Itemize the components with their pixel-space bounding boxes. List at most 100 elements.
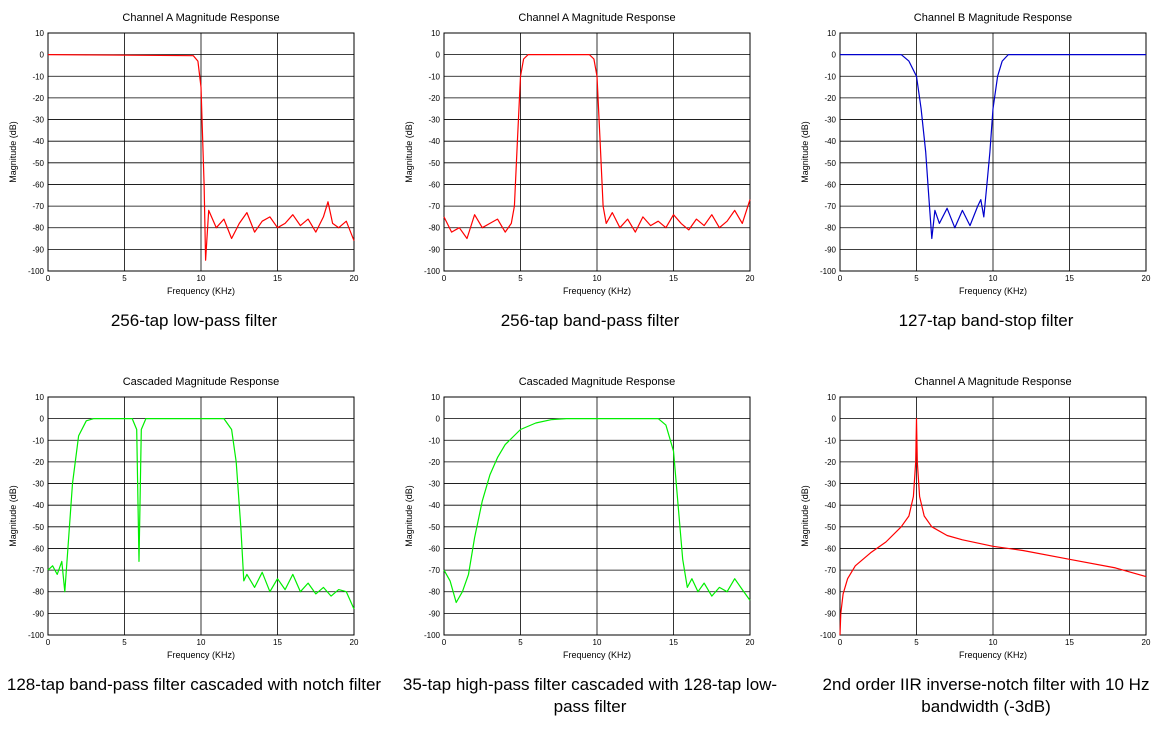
y-tick-label: -40: [32, 137, 44, 146]
y-tick-label: -10: [32, 72, 44, 81]
y-tick-label: -20: [428, 458, 440, 467]
plot-frame: [47, 396, 355, 636]
y-axis-label: Magnitude (dB): [404, 485, 414, 547]
chart-title: Channel A Magnitude Response: [122, 12, 279, 24]
chart-caption: 127-tap band-stop filter: [898, 311, 1074, 330]
x-tick-label: 20: [1142, 638, 1151, 647]
x-axis-label: Frequency (KHz): [959, 286, 1027, 296]
x-tick-label: 15: [273, 638, 282, 647]
y-tick-label: -100: [28, 631, 45, 640]
y-tick-label: -60: [824, 180, 836, 189]
y-tick-label: -100: [28, 267, 45, 276]
y-tick-label: 10: [431, 29, 440, 38]
y-tick-label: 0: [40, 415, 45, 424]
x-tick-label: 10: [197, 638, 206, 647]
y-tick-label: 10: [35, 393, 44, 402]
y-tick-label: 0: [40, 51, 45, 60]
x-tick-label: 5: [518, 638, 523, 647]
y-tick-label: -40: [428, 137, 440, 146]
x-tick-label: 10: [593, 274, 602, 283]
y-tick-label: -50: [824, 523, 836, 532]
series-line: [443, 417, 751, 604]
y-axis-label: Magnitude (dB): [404, 121, 414, 183]
y-tick-label: -80: [428, 588, 440, 597]
chart-panel: 10 0 -10 -20 -30 -40 -50 -60 -70 -80 -90 -100 0 5 10 15…: [4, 4, 384, 368]
y-tick-label: -90: [428, 245, 440, 254]
y-tick-label: -20: [824, 458, 836, 467]
x-tick-label: 5: [122, 638, 127, 647]
chart-caption: 256-tap low-pass filter: [110, 311, 278, 330]
y-tick-label: -100: [820, 267, 837, 276]
y-tick-label: -70: [824, 566, 836, 575]
y-tick-label: 10: [431, 393, 440, 402]
y-tick-label: -10: [32, 436, 44, 445]
plot-frame: [47, 32, 355, 272]
chart-caption: 35-tap high-pass filter cascaded with 12…: [402, 675, 778, 716]
series-line: [840, 53, 1146, 240]
chart-panel: 10 0 -10 -20 -30 -40 -50 -60 -70 -80 -90 -100 0 5 10 15…: [400, 368, 780, 732]
y-tick-label: -50: [32, 159, 44, 168]
y-tick-label: -60: [32, 180, 44, 189]
x-tick-label: 5: [914, 638, 919, 647]
y-tick-label: -10: [824, 72, 836, 81]
y-axis-label: Magnitude (dB): [800, 485, 810, 547]
chart-panel: 10 0 -10 -20 -30 -40 -50 -60 -70 -80 -90 -100 0 5 10 15…: [796, 368, 1174, 732]
y-axis-label: Magnitude (dB): [800, 121, 810, 183]
x-tick-label: 5: [914, 274, 919, 283]
series-line: [443, 53, 751, 240]
y-tick-label: -30: [824, 116, 836, 125]
y-axis-label: Magnitude (dB): [8, 485, 18, 547]
y-tick-label: -70: [824, 202, 836, 211]
x-axis-label: Frequency (KHz): [563, 650, 631, 660]
plot-frame: [443, 396, 751, 636]
y-tick-label: -10: [824, 436, 836, 445]
y-tick-label: -90: [824, 609, 836, 618]
y-tick-label: -90: [32, 609, 44, 618]
x-tick-label: 10: [989, 638, 998, 647]
x-tick-label: 20: [746, 638, 755, 647]
chart-title: Cascaded Magnitude Response: [123, 376, 280, 388]
chart-caption: 256-tap band-pass filter: [500, 311, 680, 330]
x-tick-label: 15: [669, 274, 678, 283]
x-tick-label: 10: [989, 274, 998, 283]
y-tick-label: -10: [428, 436, 440, 445]
y-tick-label: -40: [428, 501, 440, 510]
y-tick-label: -20: [428, 94, 440, 103]
y-tick-label: -50: [824, 159, 836, 168]
x-tick-label: 20: [1142, 274, 1151, 283]
y-tick-label: -80: [32, 588, 44, 597]
x-tick-label: 20: [746, 274, 755, 283]
y-tick-label: -20: [32, 458, 44, 467]
chart-caption: 2nd order IIR inverse-notch filter with …: [822, 675, 1150, 716]
y-tick-label: -20: [824, 94, 836, 103]
x-tick-label: 15: [1065, 638, 1074, 647]
y-tick-label: 0: [832, 415, 837, 424]
x-axis-label: Frequency (KHz): [167, 650, 235, 660]
y-tick-label: -50: [32, 523, 44, 532]
y-tick-label: 0: [832, 51, 837, 60]
x-tick-label: 5: [518, 274, 523, 283]
y-tick-label: -50: [428, 159, 440, 168]
y-tick-label: -80: [428, 224, 440, 233]
y-tick-label: -30: [428, 480, 440, 489]
y-tick-label: -30: [824, 480, 836, 489]
chart-title: Cascaded Magnitude Response: [519, 376, 676, 388]
chart-caption: 128-tap band-pass filter cascaded with n…: [6, 675, 382, 694]
x-tick-label: 15: [273, 274, 282, 283]
x-axis-label: Frequency (KHz): [167, 286, 235, 296]
y-tick-label: -20: [32, 94, 44, 103]
chart-title: Channel A Magnitude Response: [914, 376, 1071, 388]
chart-panel: 10 0 -10 -20 -30 -40 -50 -60 -70 -80 -90 -100 0 5 10 15…: [4, 368, 384, 732]
y-tick-label: -100: [424, 631, 441, 640]
y-axis-label: Magnitude (dB): [8, 121, 18, 183]
y-tick-label: -90: [32, 245, 44, 254]
y-tick-label: -30: [32, 116, 44, 125]
chart-panel: 10 0 -10 -20 -30 -40 -50 -60 -70 -80 -90 -100 0 5 10 15…: [400, 4, 780, 368]
chart-panel: 10 0 -10 -20 -30 -40 -50 -60 -70 -80 -90 -100 0 5 10 15…: [796, 4, 1174, 368]
x-tick-label: 0: [838, 274, 843, 283]
y-tick-label: -10: [428, 72, 440, 81]
